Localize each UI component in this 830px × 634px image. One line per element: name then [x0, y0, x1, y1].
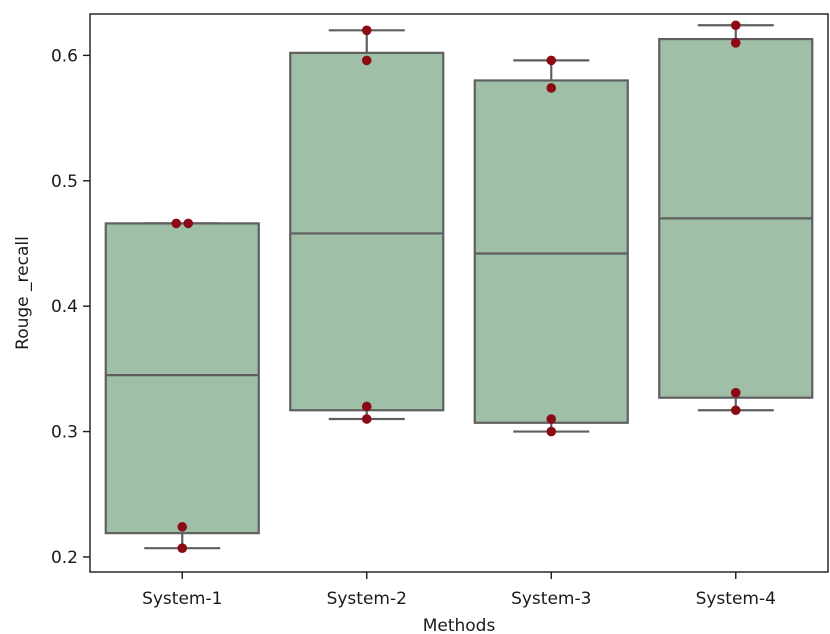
y-axis-title: Rouge _recall: [13, 236, 33, 350]
x-axis: System-1 System-2 System-3 System-4: [142, 572, 776, 609]
data-point: [730, 20, 741, 31]
box-group-3: [473, 59, 629, 433]
y-tick-label: 0.2: [51, 548, 78, 568]
box-group-2: [289, 29, 445, 421]
data-point: [171, 218, 182, 229]
plot-area: [89, 13, 829, 573]
data-point: [177, 522, 188, 532]
x-tick-label: System-1: [142, 589, 222, 609]
data-point: [546, 426, 557, 437]
box: [104, 222, 260, 535]
data-point: [730, 387, 741, 398]
y-tick-label: 0.4: [51, 297, 78, 317]
box-group-4: [658, 24, 814, 412]
data-point: [730, 405, 741, 416]
data-point: [183, 218, 194, 229]
data-point: [730, 38, 741, 48]
box: [289, 51, 445, 412]
data-point: [361, 401, 372, 412]
data-point: [546, 83, 557, 93]
data-point: [546, 55, 557, 66]
data-point: [546, 414, 557, 424]
data-point: [361, 414, 372, 424]
data-point: [361, 55, 372, 66]
plot-frame: [89, 13, 829, 573]
data-point: [361, 25, 372, 36]
x-tick-label: System-4: [696, 589, 776, 609]
box-group-1: [104, 222, 260, 550]
box: [473, 79, 629, 424]
y-tick-label: 0.3: [51, 423, 78, 443]
x-tick-label: System-3: [511, 589, 591, 609]
y-tick-label: 0.6: [51, 46, 78, 66]
data-point: [177, 543, 188, 553]
y-axis: 0.2 0.3 0.4 0.5 0.6: [51, 46, 90, 568]
y-tick-label: 0.5: [51, 172, 78, 192]
x-axis-title: Methods: [423, 616, 496, 634]
x-tick-label: System-2: [327, 589, 407, 609]
